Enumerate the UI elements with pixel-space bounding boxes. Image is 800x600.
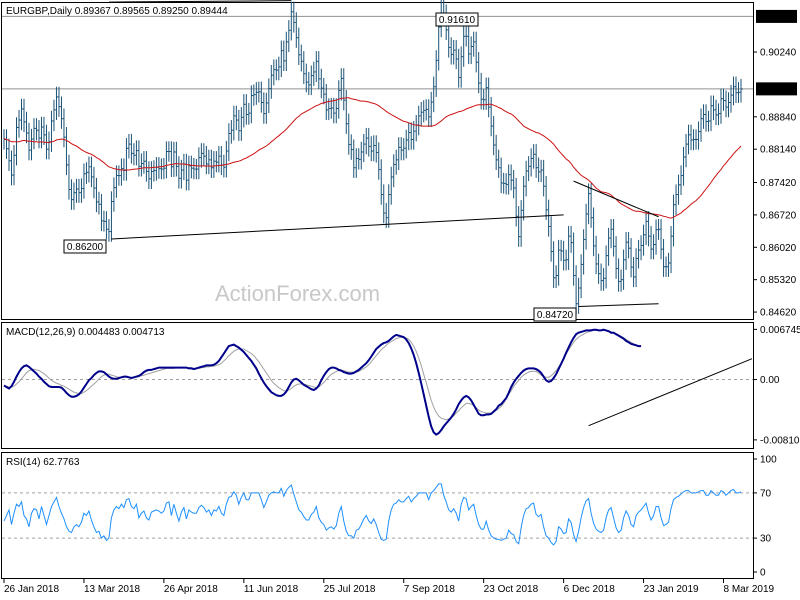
macd-y-tick-label: -0.008109 xyxy=(760,435,800,446)
main-grid xyxy=(2,15,753,90)
macd-signal-line xyxy=(4,329,637,421)
main-y-tick-label: 0.88840 xyxy=(760,112,797,123)
x-tick-label: 23 Oct 2018 xyxy=(484,584,539,595)
macd-trendline xyxy=(588,358,753,427)
x-tick-label: 26 Apr 2018 xyxy=(164,584,218,595)
macd-y-tick-label: 0.00 xyxy=(760,375,780,386)
macd-panel-title: MACD(12,26,9) 0.004483 0.004713 xyxy=(6,327,165,338)
rsi-panel-frame xyxy=(1,452,754,579)
annotation-low-2018: 0.86200 xyxy=(67,242,104,253)
wedge-lower-line xyxy=(578,303,659,308)
x-tick-label: 7 Sep 2018 xyxy=(404,584,456,595)
wedge-upper-line xyxy=(573,180,659,218)
x-tick-label: 23 Jan 2019 xyxy=(644,584,699,595)
rsi-grid xyxy=(2,492,753,539)
main-panel-title: EURGBP,Daily 0.89367 0.89565 0.89250 0.8… xyxy=(6,6,228,17)
main-y-tick-label: 0.87420 xyxy=(760,178,797,189)
main-price-series xyxy=(3,0,743,314)
rsi-y-axis: 100 70 30 0 xyxy=(753,455,777,579)
moving-average-line xyxy=(3,97,742,219)
macd-y-axis: 0.006745 0.00 -0.008109 xyxy=(753,325,800,446)
trendlines: 0.91610 0.86200 0.84720 xyxy=(63,0,659,322)
macd-line xyxy=(3,328,642,436)
main-y-tick-label: 0.85320 xyxy=(760,275,797,286)
annotation-high: 0.91610 xyxy=(439,15,476,26)
x-tick-label: 13 Mar 2018 xyxy=(84,584,141,595)
rsi-line xyxy=(3,483,742,546)
top-trendline-left xyxy=(108,0,292,3)
x-tick-label: 8 Mar 2019 xyxy=(724,584,775,595)
annotation-low-2019-box xyxy=(533,307,577,322)
support-trendline xyxy=(111,214,564,240)
main-y-tick-label: 0.84620 xyxy=(760,308,797,319)
rsi-panel-title: RSI(14) 62.7763 xyxy=(6,457,80,468)
main-y-axis: 0.90240 0.88840 0.88140 0.87420 0.86720 0.860… xyxy=(753,9,797,319)
moving-average-path xyxy=(3,97,742,219)
x-tick-label: 6 Dec 2018 xyxy=(564,584,616,595)
main-y-tick-label: 0.88140 xyxy=(760,145,797,156)
rsi-y-tick-label: 70 xyxy=(760,488,772,499)
annotation-low-2018-box xyxy=(63,239,107,254)
annotation-high-box xyxy=(435,12,479,27)
x-tick-label: 26 Jan 2018 xyxy=(4,584,59,595)
annotation-low-2019: 0.84720 xyxy=(537,310,574,321)
resistance-level-label: 0.91010 xyxy=(758,12,795,23)
rsi-y-tick-label: 100 xyxy=(760,455,777,466)
x-tick-label: 11 Jun 2018 xyxy=(244,584,299,595)
macd-series xyxy=(3,328,753,436)
x-tick-label: 25 Jul 2018 xyxy=(324,584,376,595)
rsi-y-tick-label: 0 xyxy=(760,568,766,579)
macd-y-tick-label: 0.006745 xyxy=(760,325,800,336)
watermark: ActionForex.com xyxy=(215,281,380,306)
main-y-tick-label: 0.86720 xyxy=(760,210,797,221)
macd-panel-frame xyxy=(1,322,754,449)
main-y-tick-label: 0.86020 xyxy=(760,243,797,254)
current-price-box xyxy=(756,82,797,96)
x-axis: 26 Jan 2018 13 Mar 2018 26 Apr 2018 11 Jun … xyxy=(3,579,775,595)
resistance-level-box xyxy=(756,9,797,23)
rsi-series xyxy=(3,483,742,546)
main-panel-frame xyxy=(1,2,754,320)
current-price-label: 0.89444 xyxy=(758,84,795,95)
rsi-y-tick-label: 30 xyxy=(760,534,772,545)
main-y-tick-label: 0.90240 xyxy=(760,48,797,59)
